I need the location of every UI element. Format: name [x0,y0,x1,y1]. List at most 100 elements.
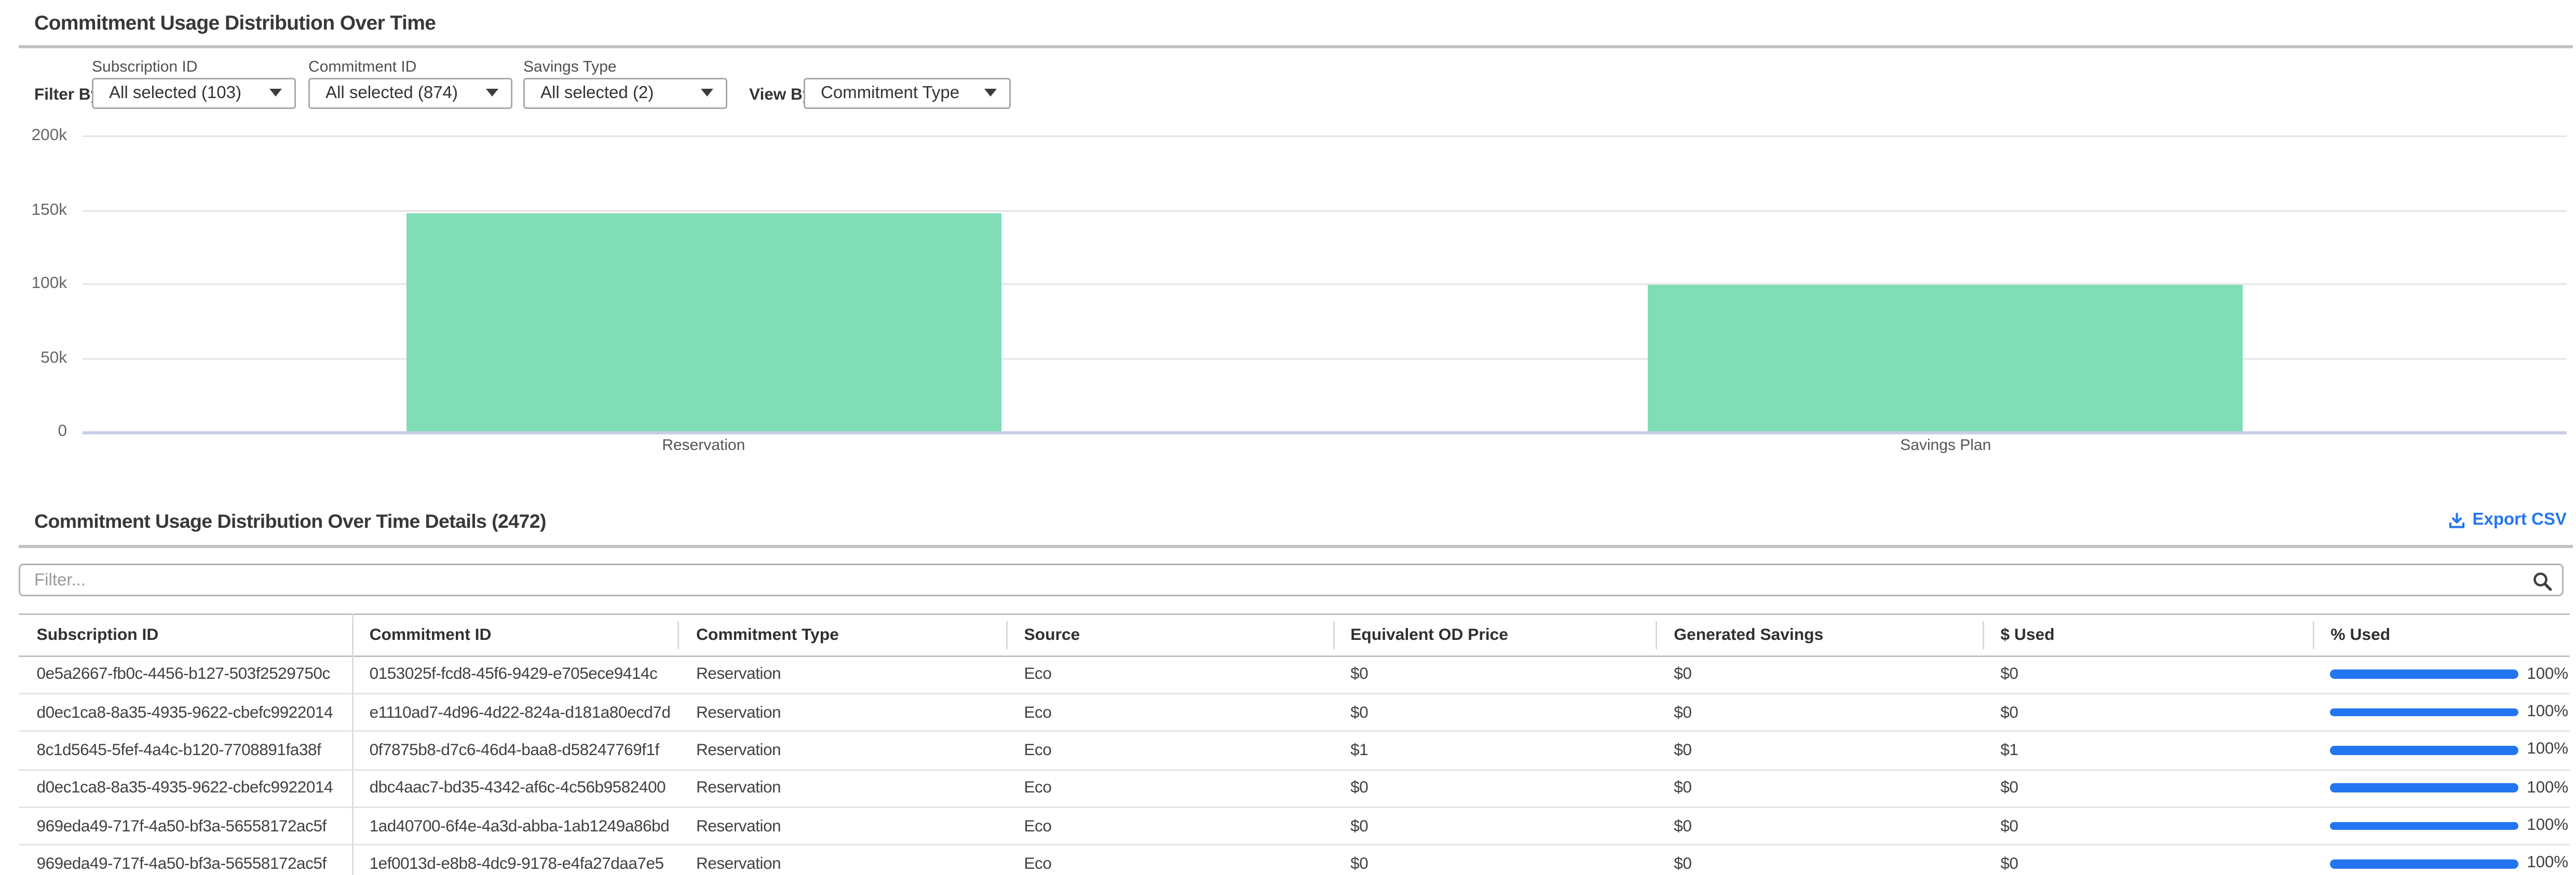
pct-used-progress-bar [2330,859,2519,868]
cell-source: Eco [1024,854,1052,873]
cell-used: $1 [2000,741,2018,760]
cell-pct-used: 100% [2313,657,2570,693]
cell-generated-savings: $0 [1674,703,1692,722]
column-header-commitment-id: Commitment ID [351,614,678,655]
cell-equivalent-od-price: $0 [1350,778,1368,798]
cell-commitment-type: Reservation [696,665,781,684]
chevron-down-icon [984,89,997,98]
cell-commitment-type: Reservation [696,854,781,873]
x-axis-line [83,431,2567,434]
chevron-down-icon [486,89,498,98]
cell-subscription-id: 0e5a2667-fb0c-4456-b127-503f2529750c [36,665,331,684]
table-filter-field [19,564,2564,596]
pct-used-progress-bar [2330,746,2519,755]
cell-subscription-id: 969eda49-717f-4a50-bf3a-56558172ac5f [36,816,327,836]
gridline [83,135,2567,138]
cell-equivalent-od-price: $0 [1350,665,1368,684]
table-filter-input[interactable] [20,565,2562,595]
details-section-title: Commitment Usage Distribution Over Time … [34,511,547,532]
cell-subscription-id: d0ec1ca8-8a35-4935-9622-cbefc9922014 [36,703,333,722]
column-header--used: $ Used [1982,614,2313,655]
cell-used: $0 [2000,816,2018,836]
cell-equivalent-od-price: $0 [1350,854,1368,873]
savings-type-dropdown-label: Savings Type [523,58,617,76]
subscription-id-dropdown-value: All selected (103) [109,84,241,103]
table-row: 0e5a2667-fb0c-4456-b127-503f2529750c 0153… [19,657,2570,694]
cell-source: Eco [1024,703,1052,722]
cell-equivalent-od-price: $0 [1350,816,1368,836]
bar-reservation [406,214,1001,432]
table-row: 969eda49-717f-4a50-bf3a-56558172ac5f 1ad4… [19,808,2570,846]
view-by-dropdown-value: Commitment Type [821,84,960,103]
cell-source: Eco [1024,741,1052,760]
table-row: 969eda49-717f-4a50-bf3a-56558172ac5f 1ef0… [19,846,2570,875]
y-axis-tick-label: 100k [31,274,67,293]
pct-used-value: 100% [2527,817,2569,835]
y-axis-tick-label: 200k [31,126,67,145]
cell-generated-savings: $0 [1674,854,1692,873]
cell-commitment-id: dbc4aac7-bd35-4342-af6c-4c56b9582400 [369,778,666,798]
pct-used-progress-bar [2330,822,2519,830]
chevron-down-icon [269,89,282,98]
cell-used: $0 [2000,854,2018,873]
column-header--used: % Used [2312,614,2570,655]
pct-used-value: 100% [2527,704,2569,721]
column-header-generated-savings: Generated Savings [1656,614,1983,655]
column-header-commitment-type: Commitment Type [678,614,1006,655]
cell-used: $0 [2000,665,2018,684]
cell-source: Eco [1024,816,1052,836]
cell-subscription-id: d0ec1ca8-8a35-4935-9622-cbefc9922014 [36,778,333,798]
cell-commitment-type: Reservation [696,816,781,836]
search-icon[interactable] [2532,571,2553,592]
x-axis-label: Reservation [662,438,745,455]
y-axis-tick-label: 0 [58,422,67,441]
cell-used: $0 [2000,778,2018,798]
cell-pct-used: 100% [2313,846,2570,875]
savings-type-dropdown[interactable]: All selected (2) [523,77,727,110]
cell-subscription-id: 969eda49-717f-4a50-bf3a-56558172ac5f [36,854,327,873]
cell-generated-savings: $0 [1674,778,1692,798]
subscription-id-dropdown-label: Subscription ID [92,58,198,76]
cell-equivalent-od-price: $0 [1350,703,1368,722]
table-row: 8c1d5645-5fef-4a4c-b120-7708891fa38f 0f78… [19,732,2570,770]
column-header-equivalent-od-price: Equivalent OD Price [1332,614,1656,655]
pct-used-progress-bar [2330,708,2519,717]
export-csv-button[interactable]: Export CSV [2449,511,2567,529]
download-icon [2450,512,2465,528]
commitment-id-dropdown[interactable]: All selected (874) [308,77,512,110]
cell-generated-savings: $0 [1674,665,1692,684]
savings-type-dropdown-value: All selected (2) [540,84,654,103]
cell-source: Eco [1024,665,1052,684]
cell-commitment-id: 0f7875b8-d7c6-46d4-baa8-d58247769f1f [369,741,660,760]
pct-used-value: 100% [2527,855,2569,873]
cell-pct-used: 100% [2313,694,2570,731]
commitment-id-dropdown-value: All selected (874) [326,84,458,103]
pct-used-progress-bar [2330,784,2519,792]
column-header-source: Source [1006,614,1333,655]
table-body: 0e5a2667-fb0c-4456-b127-503f2529750c 0153… [19,657,2570,875]
cell-commitment-id: e1110ad7-4d96-4d22-824a-d181a80ecd7d [369,703,671,722]
cell-commitment-type: Reservation [696,741,781,760]
cell-commitment-type: Reservation [696,703,781,722]
y-axis-tick-label: 150k [31,200,67,220]
commitment-id-dropdown-label: Commitment ID [308,58,417,76]
table-row: d0ec1ca8-8a35-4935-9622-cbefc9922014 dbc4… [19,770,2570,808]
view-by-dropdown[interactable]: Commitment Type [804,77,1011,110]
cell-used: $0 [2000,703,2018,722]
cell-commitment-id: 1ad40700-6f4e-4a3d-abba-1ab1249a86bd [369,816,670,836]
cell-commitment-id: 0153025f-fcd8-45f6-9429-e705ece9414c [369,665,658,684]
section-divider [19,545,2573,548]
pct-used-value: 100% [2527,666,2569,683]
cell-subscription-id: 8c1d5645-5fef-4a4c-b120-7708891fa38f [36,741,321,760]
pct-used-progress-bar [2330,670,2519,679]
gridline [83,358,2567,360]
cell-equivalent-od-price: $1 [1350,741,1368,760]
bar-savings-plan [1648,285,2243,432]
subscription-id-dropdown[interactable]: All selected (103) [92,77,296,110]
cell-generated-savings: $0 [1674,741,1692,760]
pct-used-value: 100% [2527,780,2569,797]
cell-pct-used: 100% [2313,732,2570,769]
y-axis-tick-label: 50k [40,348,67,367]
column-separator [351,612,354,875]
